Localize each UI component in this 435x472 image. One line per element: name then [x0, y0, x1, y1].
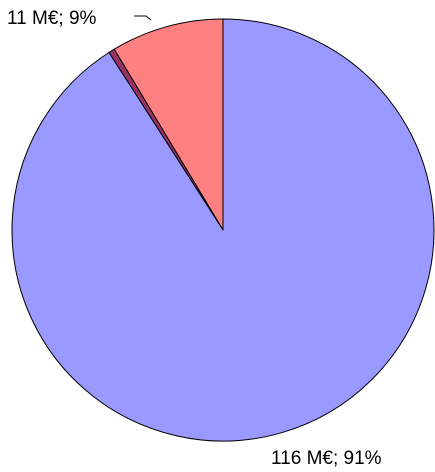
pie-slice-small [113, 18, 224, 231]
slice-label-small: 11 M€; 9% [7, 8, 97, 29]
slice-leader-line [134, 15, 152, 21]
pie-slice-large [11, 18, 435, 442]
pie-labels: 11 M€; 9% 116 M€; 91% [7, 8, 382, 469]
pie-slices [11, 18, 435, 442]
slice-label-large: 116 M€; 91% [271, 448, 382, 469]
